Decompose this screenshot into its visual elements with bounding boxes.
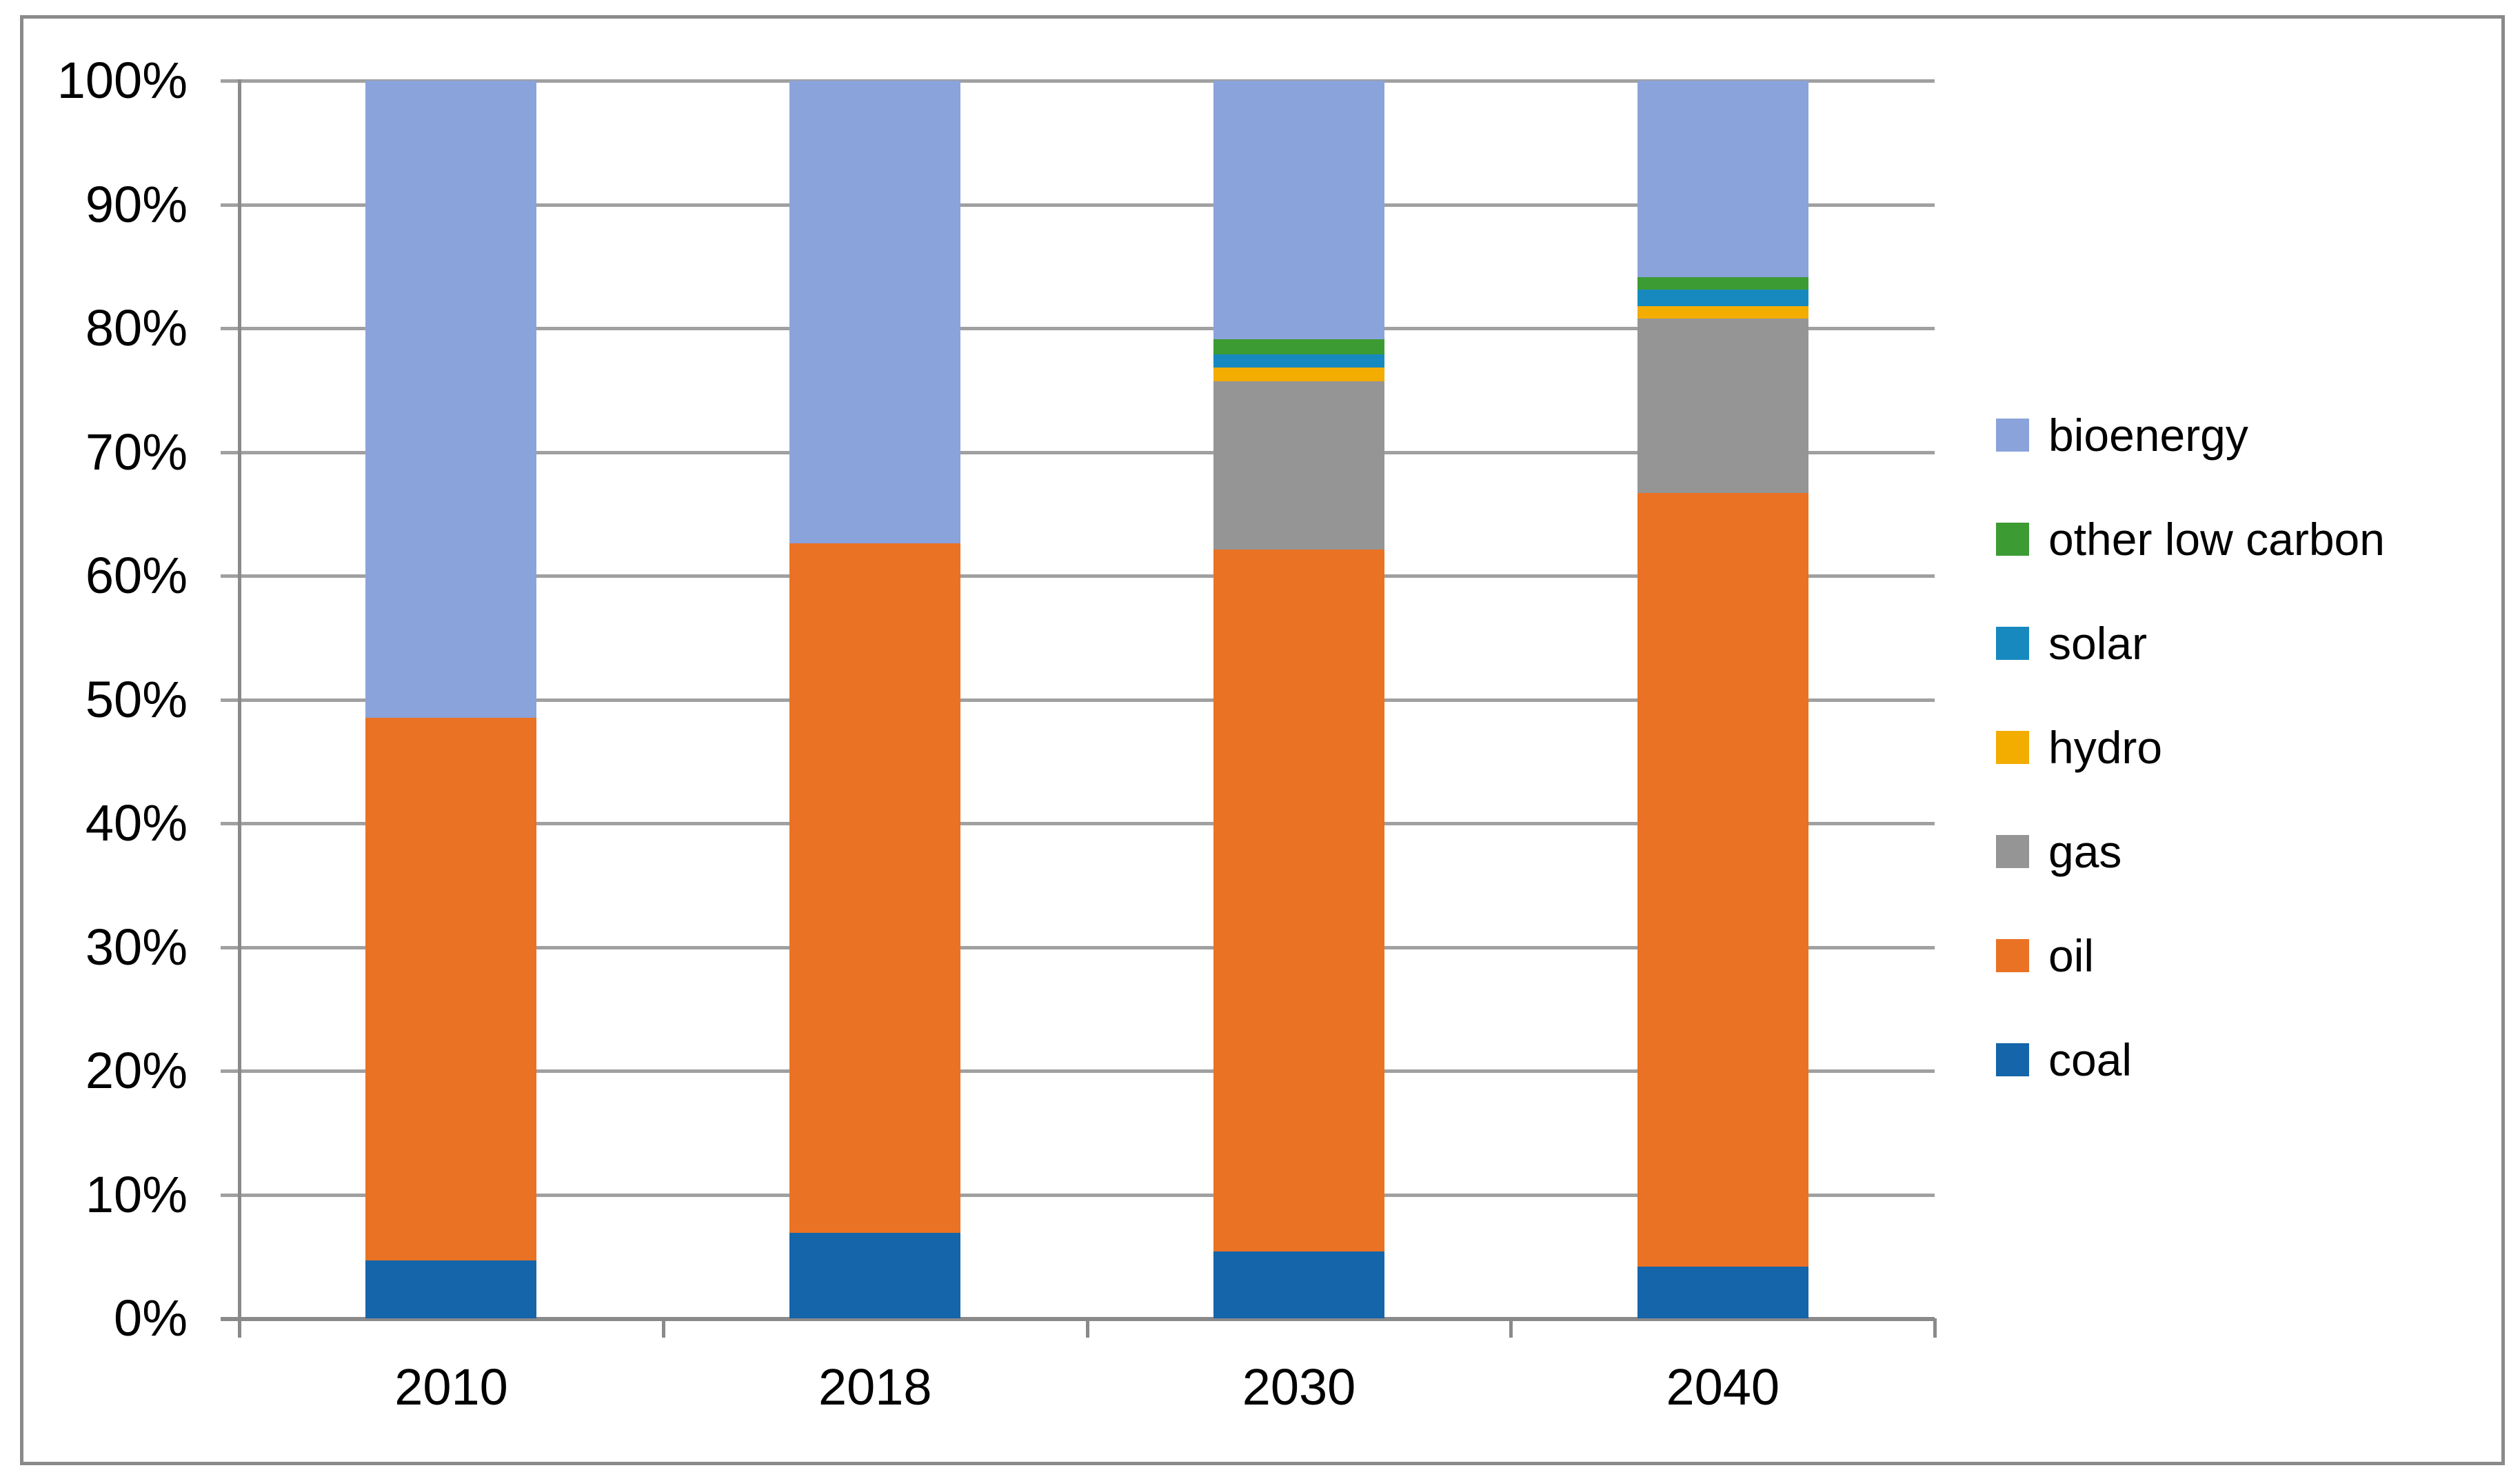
y-axis-line (238, 79, 241, 1338)
x-axis-tick (1509, 1318, 1513, 1338)
gridline-90% (221, 203, 1935, 207)
bar-segment-2040-hydro (1637, 305, 1808, 319)
gridline-40% (221, 822, 1935, 825)
legend-swatch-icon-hydro (1996, 731, 2029, 764)
legend-swatch-icon-other-low-carbon (1996, 523, 2029, 556)
legend-label-hydro: hydro (2048, 722, 2163, 773)
bar-segment-2030-bioenergy (1213, 81, 1384, 340)
bar-segment-2040-oil (1637, 492, 1808, 1267)
legend-label-oil: oil (2048, 930, 2095, 981)
y-tick-label-40%: 40% (85, 794, 188, 852)
bar-segment-2010-coal (365, 1260, 537, 1318)
y-tick-label-0%: 0% (114, 1289, 188, 1347)
bar-segment-2010-oil (365, 718, 537, 1260)
gridline-80% (221, 327, 1935, 330)
legend-label-other-low-carbon: other low carbon (2048, 514, 2385, 565)
gridline-60% (221, 574, 1935, 578)
bar-segment-2018-coal (789, 1233, 961, 1318)
x-category-label-2010: 2010 (394, 1358, 508, 1416)
y-tick-label-50%: 50% (85, 670, 188, 728)
legend-label-solar: solar (2048, 618, 2148, 669)
legend-item-bioenergy: bioenergy (1996, 411, 2248, 459)
x-axis-tick (238, 1318, 241, 1338)
stacked-bar-2010 (365, 81, 537, 1318)
legend-swatch-icon-solar (1996, 627, 2029, 660)
legend-item-gas: gas (1996, 827, 2121, 876)
bar-segment-2010-bioenergy (365, 81, 537, 718)
gridline-0% (221, 1317, 1935, 1321)
bar-segment-2030-oil (1213, 550, 1384, 1251)
x-axis-tick (1933, 1318, 1937, 1338)
x-category-label-2040: 2040 (1666, 1358, 1780, 1416)
stacked-bar-2018 (789, 81, 961, 1318)
y-tick-label-10%: 10% (85, 1165, 188, 1223)
bar-segment-2030-coal (1213, 1251, 1384, 1318)
bar-segment-2040-solar (1637, 290, 1808, 306)
x-axis-tick (1085, 1318, 1089, 1338)
bar-segment-2030-hydro (1213, 368, 1384, 382)
legend-swatch-icon-gas (1996, 835, 2029, 868)
bar-segment-2030-gas (1213, 381, 1384, 550)
gridline-70% (221, 450, 1935, 454)
bar-segment-2030-solar (1213, 354, 1384, 368)
y-tick-label-30%: 30% (85, 918, 188, 976)
bar-segment-2018-bioenergy (789, 81, 961, 544)
x-category-label-2030: 2030 (1242, 1358, 1356, 1416)
legend-swatch-icon-bioenergy (1996, 419, 2029, 452)
gridline-10% (221, 1193, 1935, 1197)
y-tick-label-20%: 20% (85, 1042, 188, 1099)
bar-segment-2040-gas (1637, 318, 1808, 493)
legend-item-oil: oil (1996, 932, 2094, 980)
legend-item-solar: solar (1996, 619, 2147, 667)
bar-segment-2040-coal (1637, 1266, 1808, 1318)
x-category-label-2018: 2018 (818, 1358, 932, 1416)
y-tick-label-100%: 100% (57, 52, 188, 109)
bar-segment-2040-bioenergy (1637, 81, 1808, 278)
stacked-bar-2040 (1637, 81, 1808, 1318)
legend-label-coal: coal (2048, 1034, 2133, 1085)
legend-label-bioenergy: bioenergy (2048, 410, 2248, 461)
legend-swatch-icon-oil (1996, 939, 2029, 972)
bar-segment-2018-oil (789, 543, 961, 1234)
legend-label-gas: gas (2048, 826, 2122, 877)
y-tick-label-90%: 90% (85, 175, 188, 233)
legend-item-other-low-carbon: other low carbon (1996, 515, 2385, 563)
x-axis-tick (661, 1318, 665, 1338)
legend-swatch-icon-coal (1996, 1043, 2029, 1076)
legend-item-hydro: hydro (1996, 723, 2162, 772)
bar-segment-2040-other-low-carbon (1637, 277, 1808, 290)
legend-item-coal: coal (1996, 1036, 2132, 1084)
gridline-100% (221, 79, 1935, 83)
gridline-50% (221, 698, 1935, 702)
y-tick-label-80%: 80% (85, 299, 188, 356)
y-tick-label-60%: 60% (85, 547, 188, 604)
gridline-20% (221, 1069, 1935, 1073)
gridline-30% (221, 945, 1935, 949)
bar-segment-2030-other-low-carbon (1213, 339, 1384, 354)
y-tick-label-70%: 70% (85, 423, 188, 481)
stacked-bar-2030 (1213, 81, 1384, 1318)
